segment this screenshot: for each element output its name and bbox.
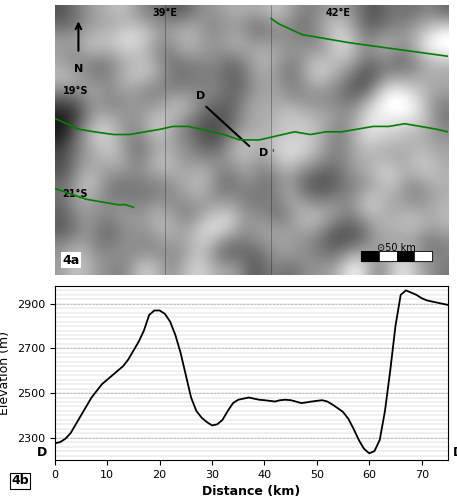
Bar (361, 250, 379, 262)
Text: D': D' (453, 446, 457, 459)
Bar (397, 250, 414, 262)
Text: 4b: 4b (11, 474, 29, 488)
Text: 19°S: 19°S (63, 86, 88, 97)
Text: D: D (37, 446, 47, 459)
Bar (414, 250, 432, 262)
FancyBboxPatch shape (361, 250, 432, 262)
Y-axis label: Elevation (m): Elevation (m) (0, 331, 11, 415)
Text: 4a: 4a (63, 254, 80, 266)
X-axis label: Distance (km): Distance (km) (202, 486, 300, 498)
Text: D: D (196, 92, 205, 102)
Text: ⊙50 km: ⊙50 km (377, 243, 416, 253)
Text: ': ' (271, 148, 273, 158)
Text: 21°S: 21°S (63, 189, 88, 199)
Text: 39°E: 39°E (152, 8, 177, 18)
Text: 42°E: 42°E (325, 8, 351, 18)
Text: N: N (74, 64, 83, 74)
Bar (379, 250, 397, 262)
Text: D: D (259, 148, 268, 158)
